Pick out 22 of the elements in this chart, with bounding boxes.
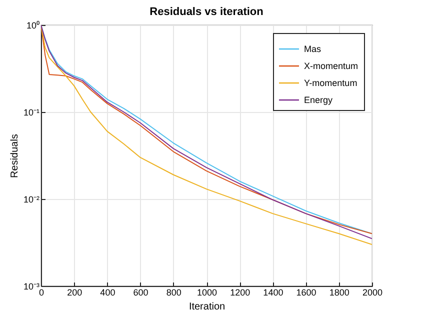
y-tick-label: 10⁰ — [26, 20, 40, 30]
x-tick-label: 1000 — [196, 288, 218, 298]
y-tick-label: 10⁻¹ — [23, 108, 40, 118]
x-tick-label: 1600 — [296, 288, 316, 298]
y-tick-label: 10⁻² — [23, 194, 40, 204]
x-axis-title: Iteration — [188, 302, 226, 312]
x-tick-label: 800 — [166, 288, 182, 298]
x-tick-label: 600 — [133, 288, 148, 298]
y-tick-label: 10⁻³ — [23, 282, 40, 292]
x-tick-label: 1200 — [230, 288, 250, 298]
x-tick-label: 400 — [100, 288, 116, 298]
x-tick-label: 1800 — [329, 288, 350, 298]
x-tick-label: 2000 — [362, 288, 383, 298]
legend-label: Y-momentum — [304, 78, 358, 88]
legend-label: Mas — [304, 44, 322, 54]
y-axis-title: Residuals — [9, 134, 20, 178]
x-tick-label: 1400 — [263, 288, 284, 298]
legend-label: X-momentum — [304, 61, 358, 71]
x-tick-label: 0 — [38, 288, 44, 298]
chart-title: Residuals vs iteration — [150, 6, 264, 18]
legend-label: Energy — [304, 95, 334, 105]
x-tick-label: 200 — [67, 288, 82, 298]
